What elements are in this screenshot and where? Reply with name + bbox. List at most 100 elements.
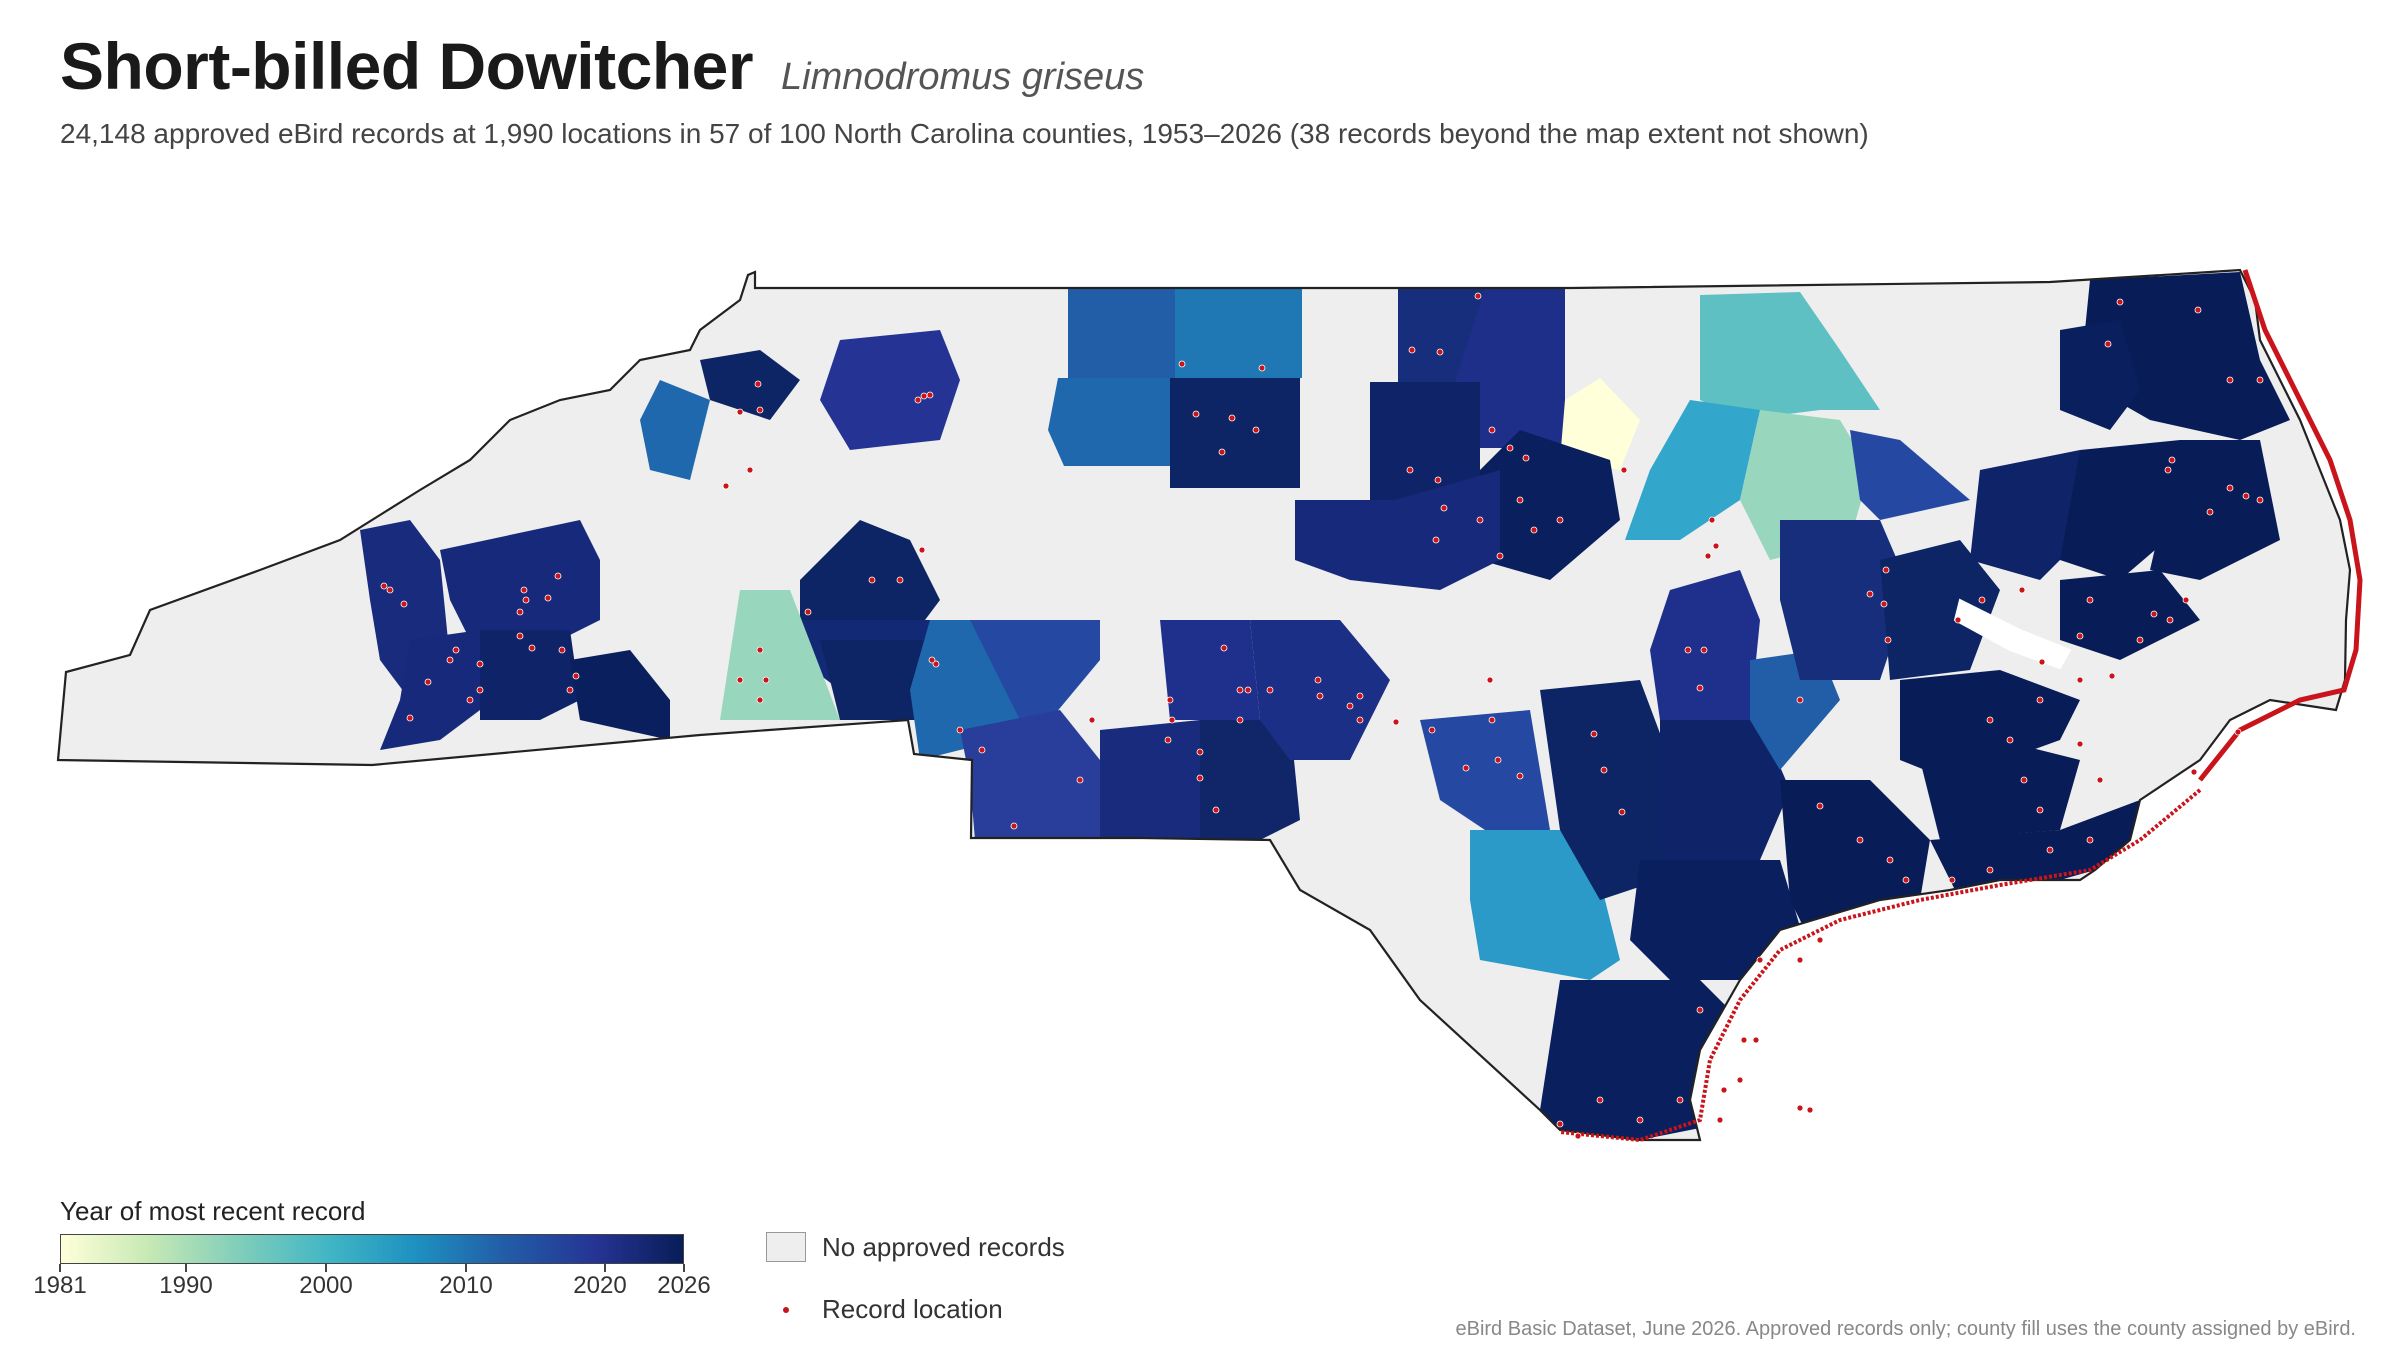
record-point [2036, 696, 2044, 704]
year-colorbar [60, 1234, 684, 1264]
record-point [528, 644, 536, 652]
record-point [1236, 716, 1244, 724]
county-fill [2060, 320, 2140, 430]
record-point [1600, 766, 1608, 774]
record-point [1720, 1086, 1728, 1094]
record-point [1978, 596, 1986, 604]
record-point [424, 678, 432, 686]
colorbar-tick-label: 2020 [573, 1272, 627, 1299]
county-fill [1900, 670, 2080, 780]
record-point [2076, 632, 2084, 640]
record-point [1236, 686, 1244, 694]
record-point [736, 408, 744, 416]
county-fill [970, 620, 1100, 720]
record-point [1346, 702, 1354, 710]
record-points [380, 292, 2264, 1140]
county-fill [1480, 430, 1620, 580]
record-point [520, 586, 528, 594]
record-point [2076, 676, 2084, 684]
record-point [476, 660, 484, 668]
county-fill [380, 630, 480, 750]
record-point [2234, 728, 2242, 736]
record-point [1816, 936, 1824, 944]
county-fill [1068, 288, 1175, 378]
county-fill [1370, 382, 1480, 506]
colorbar-tick-label: 2026 [657, 1272, 711, 1299]
record-point [1314, 676, 1322, 684]
record-point [1076, 776, 1084, 784]
record-point [1886, 856, 1894, 864]
record-point [2190, 768, 2198, 776]
record-point [1356, 692, 1364, 700]
record-point [406, 714, 414, 722]
record-point [2020, 776, 2028, 784]
record-point [2086, 596, 2094, 604]
record-point [1882, 566, 1890, 574]
record-point [1556, 1120, 1564, 1128]
record-point [446, 656, 454, 664]
record-point [1948, 876, 1956, 884]
record-point [1192, 410, 1200, 418]
record-point [1530, 526, 1538, 534]
county-fill [1175, 288, 1302, 378]
record-point [914, 396, 922, 404]
record-point [554, 572, 562, 580]
record-point [1696, 684, 1704, 692]
record-point [1496, 552, 1504, 560]
record-point [2256, 496, 2264, 504]
county-fill [1295, 470, 1500, 590]
county-fill [1160, 620, 1260, 720]
record-point [1708, 516, 1716, 524]
record-point [1816, 802, 1824, 810]
county-fill [820, 330, 960, 450]
record-point [1088, 716, 1096, 724]
record-point [1428, 726, 1436, 734]
no-data-label: No approved records [822, 1232, 1065, 1262]
record-point [926, 391, 934, 399]
record-point [756, 696, 764, 704]
record-point [1220, 644, 1228, 652]
colorbar-tick [604, 1264, 606, 1272]
record-point [1196, 774, 1204, 782]
record-point [1620, 466, 1628, 474]
county-fill [1625, 400, 1760, 540]
county-fill [1650, 570, 1760, 720]
record-point [1266, 686, 1274, 694]
county-fill [1250, 620, 1390, 760]
record-point [2096, 776, 2104, 784]
record-point [1166, 696, 1174, 704]
record-point [1494, 756, 1502, 764]
record-point [1866, 590, 1874, 598]
record-point [1516, 496, 1524, 504]
record-point [1806, 1106, 1814, 1114]
record-point [1474, 292, 1482, 300]
county-fill [1880, 540, 2000, 680]
record-point [1406, 466, 1414, 474]
record-point [2164, 466, 2172, 474]
record-point [1712, 542, 1720, 550]
county-fill [960, 710, 1100, 840]
record-point [1228, 414, 1236, 422]
record-point [476, 686, 484, 694]
record-point [804, 608, 812, 616]
county-fill [1540, 680, 1670, 900]
record-point [2226, 484, 2234, 492]
record-point [2166, 616, 2174, 624]
record-point [2168, 456, 2176, 464]
record-point [1696, 1006, 1704, 1014]
record-point [1010, 822, 1018, 830]
county-fill [1920, 740, 2080, 840]
record-point [1756, 956, 1764, 964]
record-point [1796, 696, 1804, 704]
record-point [1986, 866, 1994, 874]
record-point [1636, 1116, 1644, 1124]
record-point [762, 676, 770, 684]
record-point [1880, 600, 1888, 608]
record-point [1488, 716, 1496, 724]
record-point [1954, 616, 1962, 624]
outer-banks [2198, 269, 2363, 782]
record-point [746, 466, 754, 474]
record-point [1522, 454, 1530, 462]
county-fill [440, 520, 600, 640]
